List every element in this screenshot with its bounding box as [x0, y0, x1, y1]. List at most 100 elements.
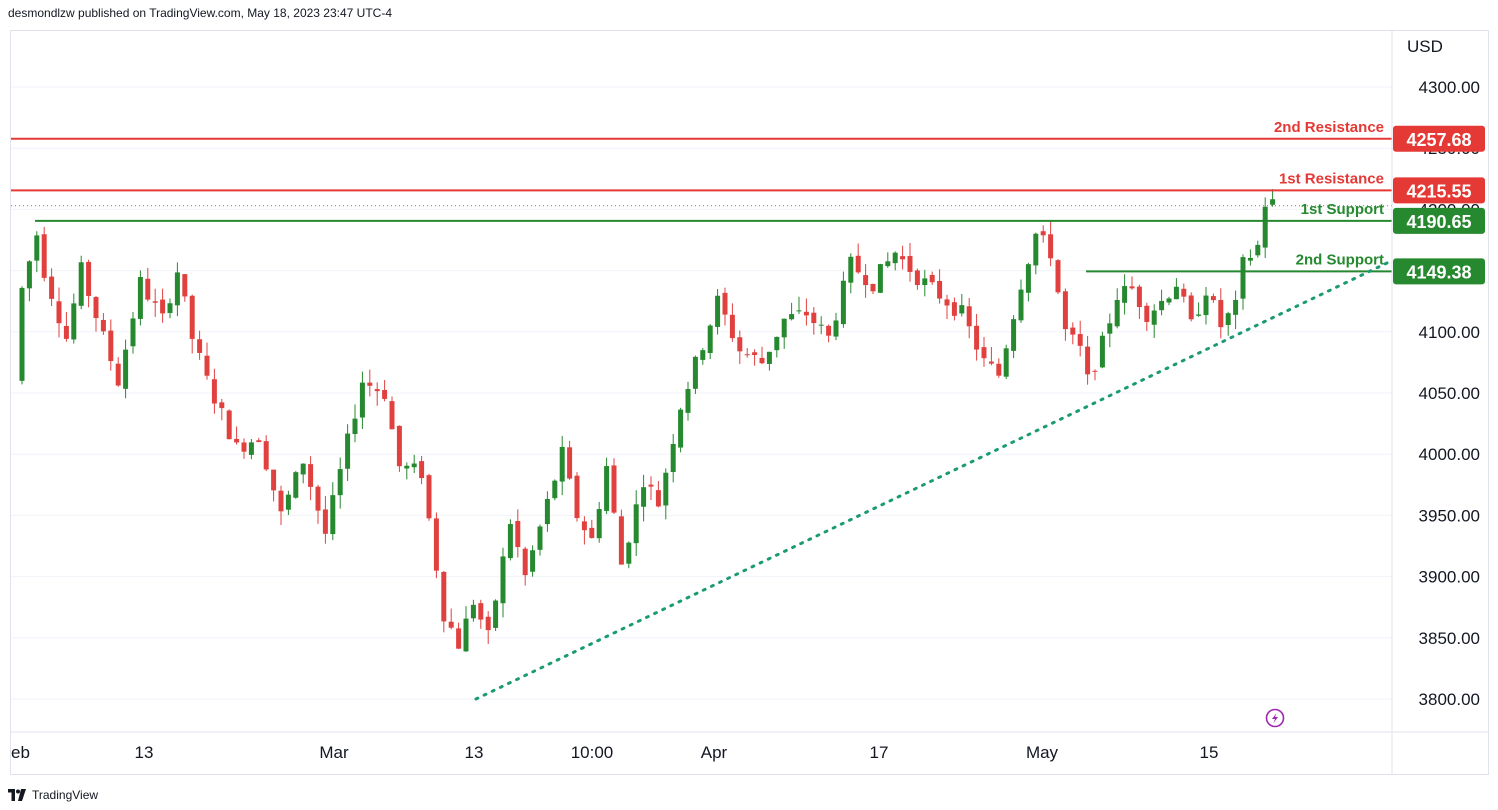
- candle-body: [988, 361, 994, 364]
- candle: [648, 476, 654, 501]
- candle-body: [715, 295, 721, 327]
- candle-body: [352, 418, 358, 435]
- candle-body: [1210, 296, 1216, 301]
- candle-body: [611, 465, 617, 513]
- candle-body: [19, 287, 25, 381]
- level-price-value: 4190.65: [1406, 212, 1471, 232]
- candle-body: [544, 498, 550, 525]
- candle: [981, 337, 987, 367]
- candle-body: [885, 261, 891, 267]
- candle: [1122, 274, 1128, 315]
- candle-body: [892, 252, 898, 264]
- candle-body: [278, 490, 284, 512]
- candle-body: [981, 347, 987, 359]
- candle-body: [789, 314, 795, 320]
- candle-body: [914, 270, 920, 286]
- candle-body: [49, 276, 55, 299]
- footer: TradingView: [8, 788, 98, 802]
- candle: [678, 407, 684, 453]
- candle-body: [1181, 288, 1187, 297]
- candle: [426, 473, 432, 521]
- candle: [108, 319, 114, 371]
- candle-body: [811, 312, 817, 324]
- candle-body: [152, 301, 158, 303]
- candle-body: [1055, 260, 1061, 293]
- candle: [56, 287, 62, 338]
- candle-body: [870, 283, 876, 292]
- candle-body: [1240, 257, 1246, 299]
- candle: [152, 288, 158, 317]
- candle: [574, 472, 580, 522]
- candle: [1225, 311, 1231, 336]
- candle-body: [1085, 346, 1091, 375]
- candle-body: [937, 280, 943, 299]
- candle: [589, 519, 595, 539]
- candle-body: [900, 256, 906, 260]
- candle: [1048, 220, 1054, 267]
- candle-body: [493, 600, 499, 628]
- candle-body: [1218, 300, 1224, 328]
- candle: [263, 435, 269, 472]
- candle-body: [86, 261, 92, 296]
- candle: [100, 313, 106, 335]
- candle: [996, 358, 1002, 378]
- candle: [1218, 288, 1224, 339]
- time-axis[interactable]: eb 13 Mar 13 10:00 Apr 17 May 15: [11, 743, 1218, 762]
- candle-body: [552, 480, 558, 499]
- candle: [737, 330, 743, 365]
- candle: [885, 252, 891, 268]
- candle-body: [248, 442, 254, 455]
- candle: [130, 312, 136, 354]
- candle: [700, 347, 706, 365]
- time-tick-label: 13: [135, 743, 154, 762]
- candle: [382, 380, 388, 402]
- candle: [1247, 249, 1253, 266]
- time-tick-label: 17: [870, 743, 889, 762]
- price-axis[interactable]: USD 4300.004250.004200.004100.004050.004…: [1407, 37, 1480, 709]
- candle: [774, 336, 780, 358]
- candle-body: [448, 621, 454, 628]
- candle: [1062, 288, 1068, 341]
- candle-body: [737, 337, 743, 352]
- candle: [308, 456, 314, 501]
- candle: [670, 433, 676, 483]
- candle: [1085, 335, 1091, 385]
- candle-body: [1188, 295, 1194, 320]
- time-tick-label: 15: [1200, 743, 1219, 762]
- price-tick-label: 4100.00: [1419, 323, 1480, 342]
- candle-body: [426, 475, 432, 519]
- price-tick-label: 4000.00: [1419, 445, 1480, 464]
- trendline-layer: [474, 260, 1391, 701]
- candle-body: [419, 461, 425, 479]
- candle: [145, 267, 151, 302]
- candle: [663, 468, 669, 520]
- candle: [41, 226, 47, 282]
- candle: [744, 348, 750, 358]
- candle-body: [374, 389, 380, 392]
- candle-body: [515, 520, 521, 548]
- candle: [278, 485, 284, 525]
- candle-body: [1196, 314, 1202, 316]
- candle-body: [574, 475, 580, 519]
- candle-body: [1040, 231, 1046, 236]
- candle-body: [456, 628, 462, 649]
- candle: [1107, 313, 1113, 348]
- time-tick-label: Mar: [319, 743, 349, 762]
- candle: [877, 263, 883, 294]
- candle-body: [174, 272, 180, 306]
- candle: [34, 231, 40, 273]
- candle: [456, 622, 462, 650]
- candle-body: [137, 277, 143, 319]
- candle: [493, 599, 499, 631]
- candle: [93, 295, 99, 332]
- price-chart[interactable]: USD 4300.004250.004200.004100.004050.004…: [11, 31, 1488, 774]
- lightning-icon[interactable]: [1265, 708, 1285, 728]
- candle: [293, 470, 299, 499]
- candle-body: [1114, 300, 1120, 327]
- candle: [1025, 262, 1031, 302]
- candle: [626, 541, 632, 569]
- grid: [11, 86, 1392, 700]
- candle-body: [433, 518, 439, 571]
- level-name-label: 1st Resistance: [1279, 170, 1384, 187]
- chart-area[interactable]: USD 4300.004250.004200.004100.004050.004…: [10, 30, 1489, 775]
